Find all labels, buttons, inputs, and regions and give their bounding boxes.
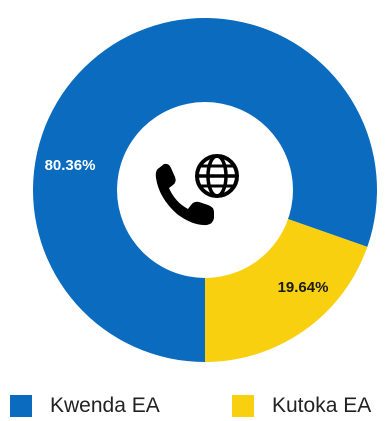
donut-chart: 80.36% 19.64% (33, 18, 377, 363)
legend-label-kutoka: Kutoka EA (272, 394, 372, 417)
data-label-kwenda: 80.36% (45, 157, 96, 174)
legend-swatch-kwenda (10, 395, 32, 417)
phone-globe-icon (155, 154, 239, 226)
legend-item-kwenda: Kwenda EA (10, 394, 160, 418)
data-label-kutoka: 19.64% (278, 279, 329, 296)
legend-item-kutoka: Kutoka EA (232, 394, 371, 418)
legend-swatch-kutoka (232, 395, 254, 417)
legend-label-kwenda: Kwenda EA (50, 394, 160, 417)
